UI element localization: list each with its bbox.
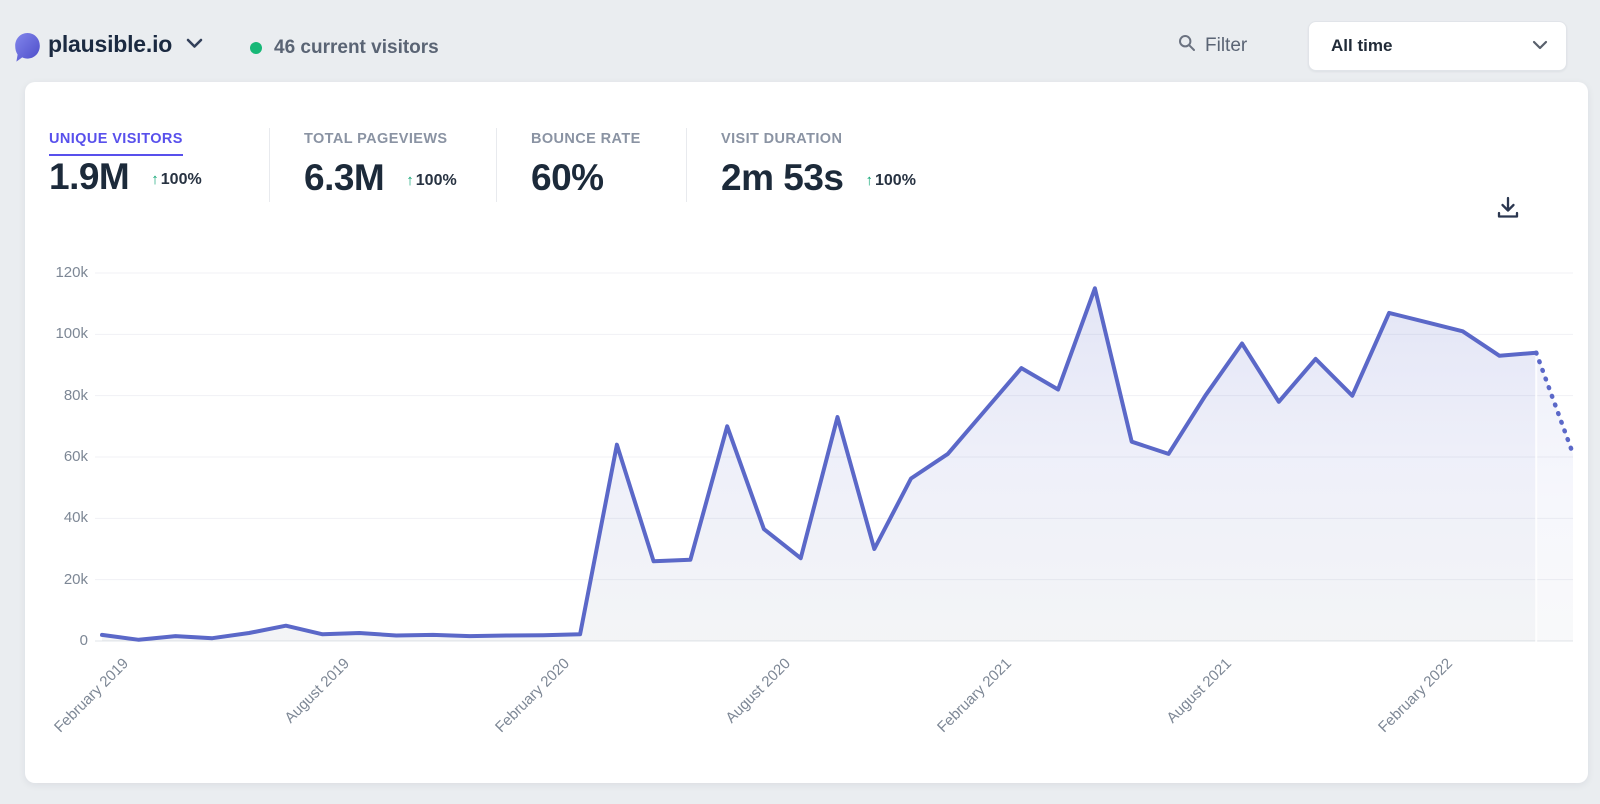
y-axis-tick: 0: [79, 632, 88, 649]
tab-visit-duration[interactable]: VISIT DURATION 2m 53s ↑ 100%: [719, 128, 916, 199]
stat-value: 6.3M: [304, 157, 385, 198]
download-icon[interactable]: [1494, 194, 1524, 224]
stat-change: [626, 172, 628, 190]
stat-change: ↑ 100%: [865, 172, 916, 189]
chart-area-fill: [102, 288, 1537, 641]
stat-change: ↑ 100%: [151, 171, 202, 188]
stat-label: VISIT DURATION: [721, 131, 843, 147]
up-arrow-icon: ↑: [865, 172, 874, 189]
y-axis-tick: 80k: [63, 386, 88, 404]
y-axis-tick: 100k: [55, 325, 88, 343]
filter-label: Filter: [1205, 34, 1248, 56]
chevron-down-icon: [1532, 37, 1548, 55]
tab-total-pageviews[interactable]: TOTAL PAGEVIEWS 6.3M ↑ 100%: [302, 128, 464, 199]
date-range-value: All time: [1331, 36, 1393, 55]
tab-unique-visitors[interactable]: UNIQUE VISITORS 1.9M ↑ 100%: [47, 128, 237, 198]
stat-value: 60%: [531, 157, 604, 198]
chevron-down-icon: [186, 36, 203, 54]
site-name: plausible.io: [48, 31, 173, 57]
divider: [686, 128, 687, 202]
chart-area-fill-incomplete: [1536, 352, 1573, 641]
chart-line: [100, 286, 1539, 642]
divider: [496, 128, 497, 202]
up-arrow-icon: ↑: [406, 172, 414, 189]
stat-label: BOUNCE RATE: [531, 131, 641, 147]
stat-change: ↑ 100%: [406, 172, 457, 189]
date-range-select[interactable]: All time: [1308, 21, 1567, 71]
y-axis-tick: 20k: [63, 570, 88, 588]
current-visitors[interactable]: 46 current visitors: [250, 37, 439, 59]
live-dot-icon: [250, 42, 262, 54]
y-axis-tick: 120k: [55, 264, 88, 281]
chart-line-dotted: [1533, 350, 1574, 457]
divider: [269, 128, 270, 202]
up-arrow-icon: ↑: [151, 171, 159, 188]
top-stats-row: UNIQUE VISITORS 1.9M ↑ 100% TOTAL PAGEVIE…: [47, 128, 916, 202]
plausible-logo-icon: [14, 32, 41, 63]
y-axis-tick: 40k: [63, 509, 88, 527]
stat-value: 2m 53s: [721, 157, 844, 198]
current-visitors-label: 46 current visitors: [274, 37, 439, 58]
tab-bounce-rate[interactable]: BOUNCE RATE 60%: [529, 128, 654, 199]
site-switcher[interactable]: plausible.io: [48, 31, 203, 58]
stat-label: UNIQUE VISITORS: [49, 131, 183, 156]
stat-label: TOTAL PAGEVIEWS: [304, 131, 448, 147]
visitors-line-chart: [95, 272, 1574, 644]
filter-button[interactable]: Filter: [1178, 34, 1247, 57]
y-axis-tick: 60k: [63, 448, 88, 465]
search-icon: [1178, 34, 1196, 57]
stat-value: 1.9M: [49, 156, 130, 197]
